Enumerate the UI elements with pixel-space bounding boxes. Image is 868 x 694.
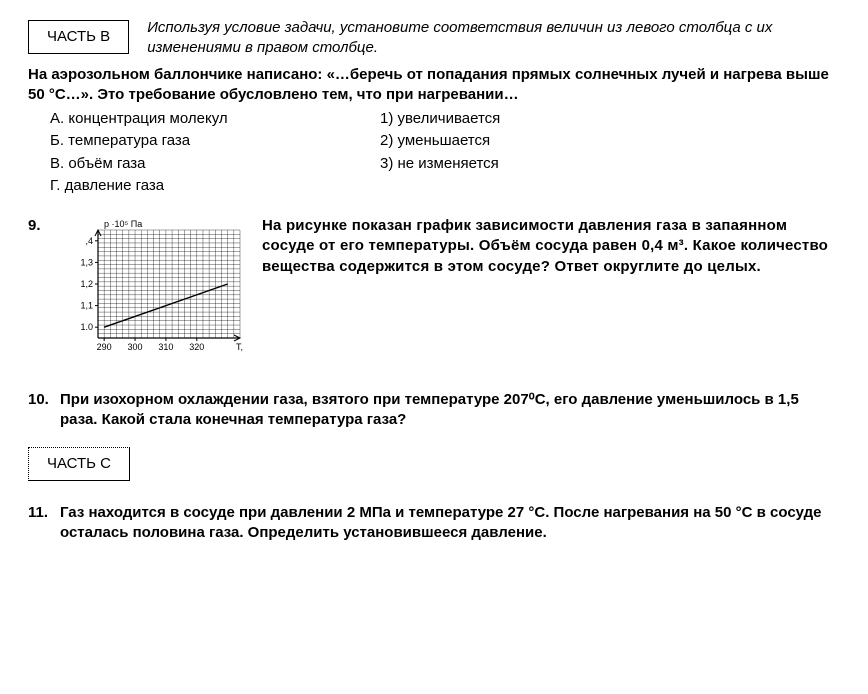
q8-right-1: 1) увеличивается <box>380 109 500 129</box>
svg-text:310: 310 <box>158 342 173 352</box>
svg-text:T, К: T, К <box>236 342 246 352</box>
q8-left-v: В. объём газа <box>50 154 380 174</box>
q8-right-3: 3) не изменяется <box>380 154 500 174</box>
q8-left-g: Г. давление газа <box>50 176 380 196</box>
part-c-header: ЧАСТЬ С <box>28 447 840 481</box>
q8-left-column: А. концентрация молекул Б. температура г… <box>50 109 380 198</box>
part-b-header: ЧАСТЬ В Используя условие задачи, устано… <box>28 18 840 59</box>
q11: 11. Газ находится в сосуде при давлении … <box>28 503 840 544</box>
part-b-instruction: Используя условие задачи, установите соо… <box>147 18 840 59</box>
part-c-label: ЧАСТЬ С <box>28 447 130 481</box>
q9-chart: 1.0 1,1 1,2 1,3 ,4 290 300 310 320 p ·10⁵ Па T, К <box>66 216 246 356</box>
q11-text: Газ находится в сосуде при давлении 2 МП… <box>60 503 840 544</box>
q8-options: А. концентрация молекул Б. температура г… <box>50 109 840 198</box>
q9: 9. 1.0 1,1 1,2 1,3 ,4 290 300 310 320 p ·10⁵ Па T,… <box>28 216 840 356</box>
svg-text:p ·10⁵ Па: p ·10⁵ Па <box>104 219 142 229</box>
q10-text: При изохорном охлаждении газа, взятого п… <box>60 390 840 431</box>
q10: 10. При изохорном охлаждении газа, взято… <box>28 390 840 431</box>
q10-number: 10. <box>28 390 54 431</box>
q8-left-a: А. концентрация молекул <box>50 109 380 129</box>
svg-text:1,3: 1,3 <box>80 257 93 267</box>
q11-number: 11. <box>28 503 54 544</box>
svg-text:300: 300 <box>128 342 143 352</box>
q8-right-column: 1) увеличивается 2) уменьшается 3) не из… <box>380 109 500 198</box>
q9-number: 9. <box>28 216 50 236</box>
svg-text:290: 290 <box>97 342 112 352</box>
svg-text:1.0: 1.0 <box>80 322 93 332</box>
q8-right-2: 2) уменьшается <box>380 131 500 151</box>
q8-stem: На аэрозольном баллончике написано: «…бе… <box>28 65 840 106</box>
svg-text:320: 320 <box>189 342 204 352</box>
svg-text:,4: ,4 <box>85 236 93 246</box>
svg-text:1,2: 1,2 <box>80 279 93 289</box>
q9-text: На рисунке показан график зависимости да… <box>262 216 840 277</box>
svg-text:1,1: 1,1 <box>80 301 93 311</box>
part-b-label: ЧАСТЬ В <box>28 20 129 54</box>
q8-left-b: Б. температура газа <box>50 131 380 151</box>
